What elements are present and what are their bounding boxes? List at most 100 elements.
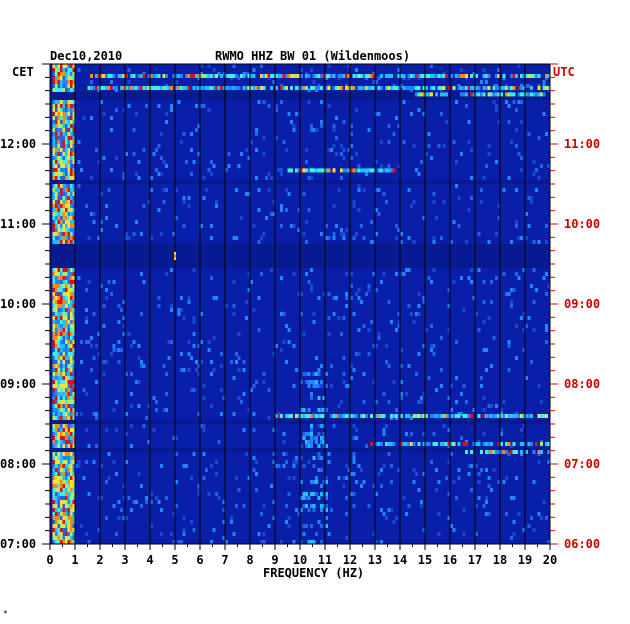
- heat-cell: [57, 160, 61, 164]
- heat-cell: [72, 124, 76, 128]
- heat-cell: [252, 68, 256, 72]
- heat-cell: [302, 524, 306, 528]
- burst-cell: [350, 414, 353, 418]
- heat-cell: [317, 444, 321, 448]
- heat-cell: [60, 136, 63, 140]
- heat-cell: [322, 444, 326, 448]
- heat-cell: [317, 452, 321, 456]
- heat-cell: [70, 396, 73, 400]
- x-tick-label: 4: [146, 553, 154, 567]
- heat-cell: [185, 464, 188, 468]
- heat-cell: [345, 536, 348, 540]
- heat-cell: [62, 120, 66, 124]
- heat-cell: [170, 268, 173, 272]
- heat-cell: [65, 108, 68, 112]
- heat-cell: [67, 296, 71, 300]
- heat-cell: [57, 288, 61, 292]
- heat-cell: [70, 412, 73, 416]
- heat-cell: [52, 128, 56, 132]
- heat-cell: [65, 172, 68, 176]
- heat-cell: [270, 176, 273, 180]
- burst-cell: [187, 86, 191, 90]
- heat-cell: [130, 424, 133, 428]
- heat-cell: [52, 484, 56, 488]
- heat-cell: [55, 164, 58, 168]
- burst-cell: [370, 414, 373, 418]
- heat-cell: [57, 464, 61, 468]
- heat-cell: [55, 332, 58, 336]
- heat-cell: [57, 208, 61, 212]
- burst-cell: [442, 414, 446, 418]
- heat-cell: [220, 352, 223, 356]
- burst-cell: [285, 414, 288, 418]
- heat-cell: [417, 108, 421, 112]
- heat-cell: [55, 540, 58, 544]
- heat-cell: [305, 440, 308, 444]
- heat-cell: [525, 84, 528, 88]
- heat-cell: [135, 172, 138, 176]
- heat-cell: [302, 332, 306, 336]
- heat-cell: [300, 68, 303, 72]
- heat-cell: [215, 200, 218, 204]
- heat-cell: [125, 412, 128, 416]
- heat-cell: [57, 164, 61, 168]
- heat-cell: [225, 304, 228, 308]
- heat-cell: [70, 392, 73, 396]
- heat-cell: [470, 280, 473, 284]
- heat-cell: [65, 184, 68, 188]
- heat-cell: [375, 288, 378, 292]
- burst-cell: [542, 92, 546, 97]
- heat-cell: [60, 336, 63, 340]
- heat-cell: [52, 452, 56, 456]
- heat-cell: [72, 348, 76, 352]
- heat-cell: [280, 540, 283, 544]
- heat-cell: [55, 536, 58, 540]
- heat-cell: [235, 504, 238, 508]
- heat-cell: [385, 344, 388, 348]
- heat-cell: [182, 516, 186, 520]
- heat-cell: [60, 440, 63, 444]
- burst-cell: [377, 414, 381, 418]
- heat-cell: [57, 188, 61, 192]
- heat-cell: [62, 68, 66, 72]
- heat-cell: [67, 144, 71, 148]
- heat-cell: [530, 196, 533, 200]
- heat-cell: [57, 444, 61, 448]
- heat-cell: [62, 536, 66, 540]
- heat-cell: [60, 532, 63, 536]
- heat-cell: [62, 360, 66, 364]
- heat-cell: [72, 64, 76, 68]
- burst-cell: [540, 450, 543, 454]
- heat-cell: [242, 360, 246, 364]
- heat-cell: [67, 76, 71, 80]
- heat-cell: [77, 140, 81, 144]
- burst-cell: [280, 414, 283, 418]
- burst-cell: [497, 74, 501, 78]
- burst-cell: [387, 74, 391, 78]
- heat-cell: [187, 196, 191, 200]
- heat-cell: [455, 100, 458, 104]
- burst-cell: [442, 86, 446, 90]
- heat-cell: [57, 184, 61, 188]
- heat-cell: [52, 520, 56, 524]
- burst-cell: [510, 92, 513, 97]
- heat-cell: [52, 456, 56, 460]
- heat-cell: [65, 168, 68, 172]
- heat-cell: [295, 460, 298, 464]
- heat-cell: [382, 464, 386, 468]
- heat-cell: [60, 388, 63, 392]
- heat-cell: [102, 360, 106, 364]
- burst-cell: [395, 86, 398, 90]
- heat-cell: [285, 504, 288, 508]
- heat-cell: [57, 356, 61, 360]
- heat-cell: [302, 432, 306, 436]
- heat-cell: [67, 436, 71, 440]
- heat-cell: [312, 372, 316, 376]
- heat-cell: [60, 132, 63, 136]
- heat-cell: [72, 340, 76, 344]
- heat-cell: [60, 348, 63, 352]
- heat-cell: [55, 284, 58, 288]
- burst-cell: [287, 168, 291, 173]
- burst-cell: [230, 74, 233, 78]
- heat-cell: [55, 488, 58, 492]
